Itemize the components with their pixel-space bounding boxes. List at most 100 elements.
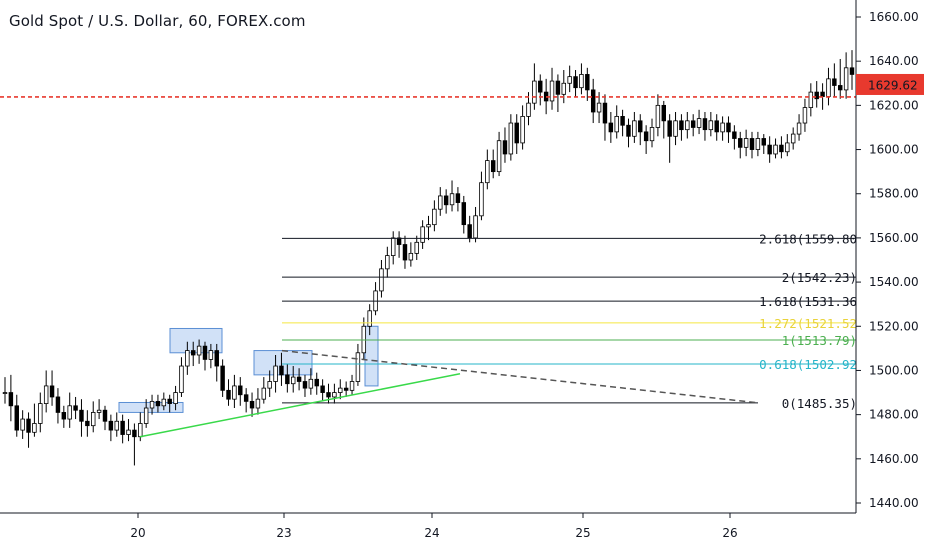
candle-body [785,142,790,153]
candle-body [385,255,390,270]
candle-body [132,429,137,438]
candle-body [608,122,614,133]
candle-body [79,409,84,422]
candle-body [96,409,102,413]
candle-body [267,381,272,389]
fib-level-label: 0(1485.35) [782,396,857,411]
candle-body [732,131,737,139]
candle-body [73,405,78,411]
candlestick-series [2,50,855,466]
candle-body [285,374,290,385]
candle-body [832,78,837,86]
candle-body [808,91,814,108]
candle-body [314,378,319,387]
price-tick-label: 1480.00 [869,408,919,422]
candle-body [632,120,637,137]
candle-body [138,423,143,438]
candle-body [208,350,214,360]
candle-body [596,102,602,113]
price-tick-label: 1600.00 [869,143,919,157]
candle-body [626,124,631,137]
candle-body [826,78,831,97]
fibonacci-extension: 2.618(1559.80 2(1542.23) 1.618(1531.36 1.27… [282,231,857,411]
candle-body [49,385,55,398]
candle-body [555,80,561,95]
price-tick-label: 1540.00 [869,275,919,289]
price-tick-label: 1440.00 [869,496,919,510]
fib-level-label: 1.618(1531.36 [759,294,857,309]
time-tick-label: 24 [424,526,439,540]
price-axis: 1440.00 1460.00 1480.00 1500.00 1520.00 1540.… [855,0,924,513]
candle-body [585,74,590,91]
candle-body [649,127,655,142]
time-axis: 20 23 24 25 26 [0,512,856,540]
current-price-label: 1629.62 [868,78,918,92]
candle-body [190,350,196,356]
candle-body [532,80,537,104]
candle-body [102,409,108,422]
candle-body [479,182,484,217]
candle-body [473,215,478,239]
support-trendline [139,373,461,438]
candle-body [396,237,402,245]
fib-level-label: 1(1513.79) [782,333,857,348]
candle-body [461,202,467,226]
candle-body [838,85,843,91]
candle-body [638,120,643,133]
candle-body [108,420,114,431]
candle-body [85,420,90,427]
candle-body [802,107,808,124]
candle-body [549,80,555,102]
candle-body [120,420,125,435]
candle-body [714,120,719,133]
candle-body [338,387,343,393]
candle-body [226,389,231,400]
candle-body [685,120,690,131]
candle-body [326,392,331,398]
fib-level-label: 2(1542.23) [782,270,857,285]
candle-body [602,102,608,124]
candle-body [690,120,696,128]
candle-body [620,116,625,126]
candle-body [114,420,119,431]
candle-body [8,392,14,407]
candle-body [520,116,525,144]
candle-body [167,398,172,404]
candle-body [173,392,178,404]
candle-body [302,381,308,389]
candle-body [414,241,419,254]
candle-body [2,392,8,394]
candle-body [355,352,361,382]
candle-body [773,144,778,155]
candle-body [508,122,514,155]
candle-body [32,423,37,433]
price-tick-label: 1460.00 [869,452,919,466]
price-tick-label: 1640.00 [869,54,919,68]
candle-body [61,412,67,420]
candle-body [743,138,749,148]
candle-body [661,104,667,122]
candle-body [449,193,455,206]
candle-body [796,122,802,135]
candle-body [408,252,414,261]
price-tick-label: 1620.00 [869,98,919,112]
candle-body [726,122,731,133]
candle-body [720,122,725,133]
candle-body [708,120,714,131]
candle-body [485,160,490,184]
candle-body [643,131,649,142]
candle-body [761,138,766,146]
time-tick-label: 20 [130,526,145,540]
candle-body [349,381,355,391]
time-tick-label: 23 [276,526,291,540]
candle-body [655,104,661,128]
chart-overlays [0,96,856,438]
candle-body [614,116,619,133]
candle-body [749,138,755,150]
candle-body [438,195,443,210]
candle-body [296,376,302,382]
fib-level-label: 0.618(1502.92 [759,357,857,372]
candle-body [67,405,72,420]
candle-body [255,398,261,409]
